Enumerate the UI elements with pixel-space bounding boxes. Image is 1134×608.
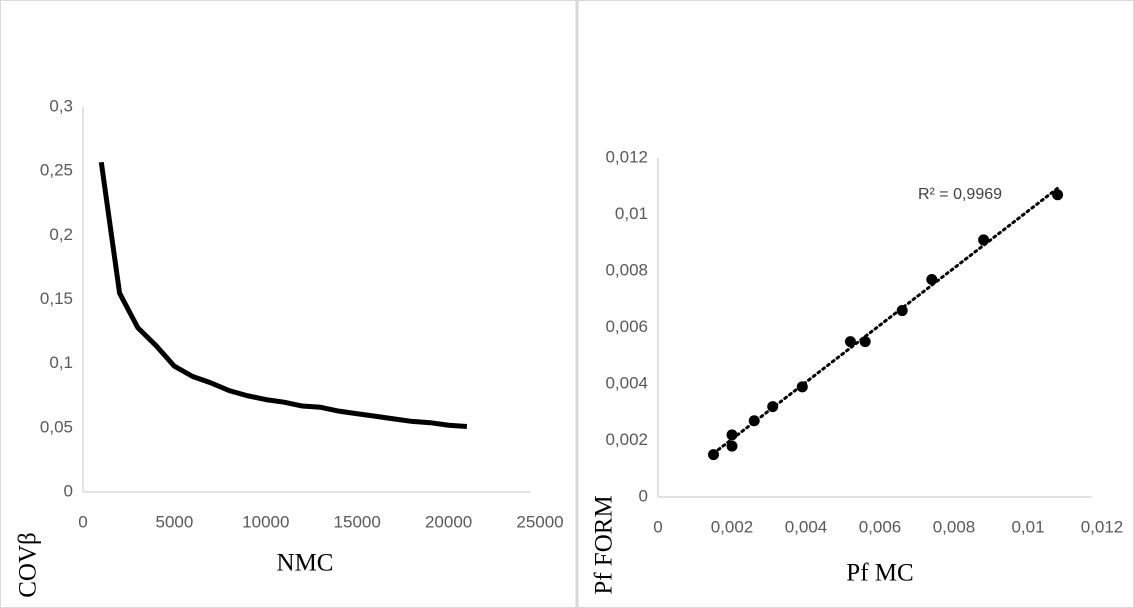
point bbox=[978, 234, 990, 246]
x-tick-label: 0,01 bbox=[1011, 517, 1044, 536]
y-tick-label: 0,006 bbox=[605, 317, 648, 336]
y-tick-label: 0 bbox=[64, 481, 73, 500]
y-tick-label: 0,05 bbox=[40, 417, 73, 436]
x-tick-label: 20000 bbox=[425, 512, 472, 531]
x-axis-title: NMC bbox=[277, 550, 334, 577]
x-tick-label: 0,008 bbox=[933, 517, 976, 536]
y-tick-label: 0,004 bbox=[605, 373, 648, 392]
point bbox=[844, 336, 856, 348]
x-tick-label: 0 bbox=[78, 512, 87, 531]
y-tick-label: 0,01 bbox=[615, 204, 648, 223]
y-tick-label: 0,002 bbox=[605, 430, 648, 449]
y-tick-label: 0,2 bbox=[49, 225, 73, 244]
point bbox=[726, 440, 738, 452]
y-tick-label: 0,008 bbox=[605, 260, 648, 279]
x-tick-label: 0,006 bbox=[859, 517, 902, 536]
x-tick-label: 10000 bbox=[242, 512, 289, 531]
point bbox=[796, 381, 808, 393]
x-axis-title: Pf MC bbox=[846, 560, 913, 587]
x-tick-label: 15000 bbox=[334, 512, 381, 531]
x-tick-label: 0,002 bbox=[711, 517, 754, 536]
x-tick-label: 5000 bbox=[155, 512, 193, 531]
point bbox=[726, 429, 738, 441]
x-tick-label: 0,012 bbox=[1081, 517, 1124, 536]
trendline bbox=[712, 186, 1060, 455]
y-axis-title: COVβ bbox=[15, 532, 42, 598]
y-tick-label: 0,15 bbox=[40, 289, 73, 308]
y-tick-label: 0,25 bbox=[40, 161, 73, 180]
x-tick-label: 25000 bbox=[516, 512, 563, 531]
x-tick-label: 0,004 bbox=[785, 517, 828, 536]
point bbox=[1052, 189, 1064, 201]
point bbox=[926, 273, 938, 285]
point bbox=[896, 305, 908, 317]
y-tick-label: 0 bbox=[639, 486, 648, 505]
x-tick-label: 0 bbox=[653, 517, 662, 536]
data-line bbox=[98, 161, 468, 430]
point bbox=[767, 401, 779, 413]
y-tick-label: 0,1 bbox=[49, 353, 73, 372]
point bbox=[859, 336, 871, 348]
r-squared: R² = 0,9969 bbox=[918, 186, 1002, 203]
point bbox=[708, 449, 719, 461]
y-axis-title: Pf FORM bbox=[591, 495, 618, 594]
y-tick-label: 0,3 bbox=[49, 96, 73, 115]
point bbox=[748, 415, 760, 427]
y-tick-label: 0,012 bbox=[605, 147, 648, 166]
